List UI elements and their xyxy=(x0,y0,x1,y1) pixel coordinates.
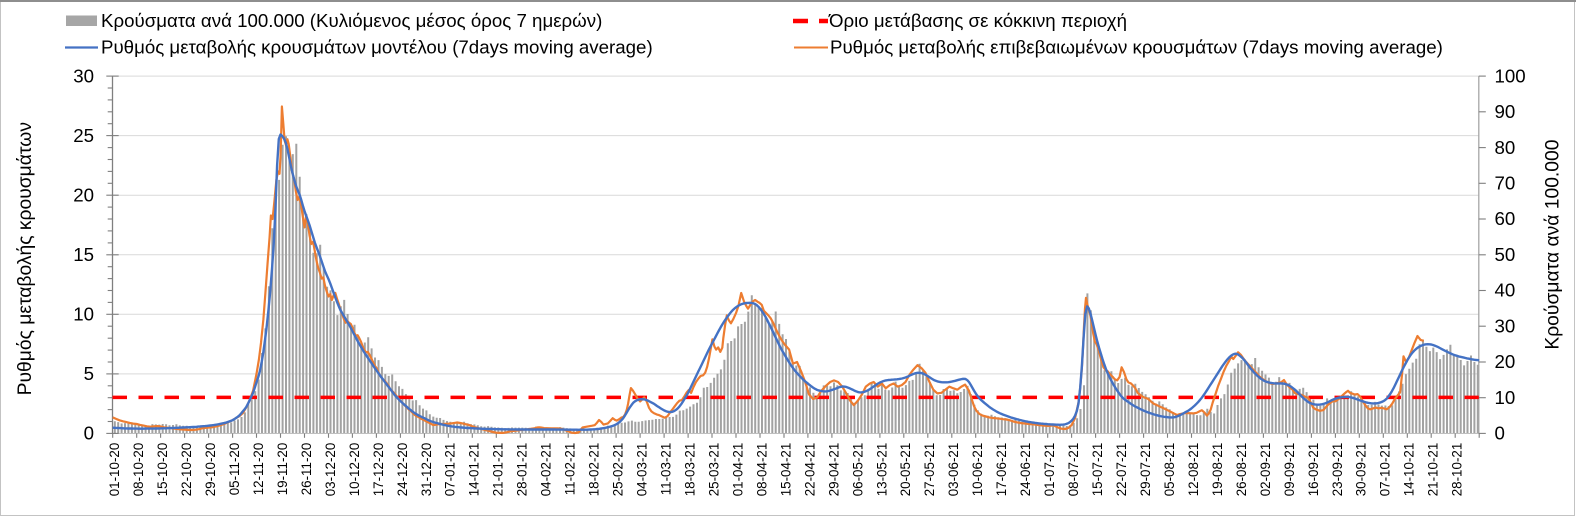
svg-text:27-05-21: 27-05-21 xyxy=(922,443,937,497)
svg-text:20-05-21: 20-05-21 xyxy=(898,443,913,497)
svg-text:15-07-21: 15-07-21 xyxy=(1090,443,1105,497)
svg-text:30-09-21: 30-09-21 xyxy=(1354,443,1369,497)
svg-text:01-04-21: 01-04-21 xyxy=(730,443,745,497)
svg-text:17-06-21: 17-06-21 xyxy=(994,443,1009,497)
svg-text:07-01-21: 07-01-21 xyxy=(443,443,458,497)
svg-text:08-07-21: 08-07-21 xyxy=(1066,443,1081,497)
svg-text:19-11-20: 19-11-20 xyxy=(275,443,290,496)
svg-text:18-02-21: 18-02-21 xyxy=(587,443,602,497)
svg-text:16-09-21: 16-09-21 xyxy=(1306,443,1321,497)
svg-text:10-12-20: 10-12-20 xyxy=(347,443,362,497)
svg-text:70: 70 xyxy=(1495,173,1516,194)
svg-text:28-01-21: 28-01-21 xyxy=(515,443,530,497)
svg-text:24-12-20: 24-12-20 xyxy=(395,443,410,497)
svg-text:09-09-21: 09-09-21 xyxy=(1282,443,1297,497)
svg-text:5: 5 xyxy=(84,363,94,384)
svg-text:17-12-20: 17-12-20 xyxy=(371,443,386,497)
svg-text:20: 20 xyxy=(73,184,94,205)
svg-text:22-10-20: 22-10-20 xyxy=(179,443,194,497)
svg-text:12-08-21: 12-08-21 xyxy=(1186,443,1201,497)
svg-text:11-03-21: 11-03-21 xyxy=(659,443,674,496)
svg-text:01-10-20: 01-10-20 xyxy=(107,443,122,497)
svg-text:0: 0 xyxy=(84,423,94,444)
svg-text:14-01-21: 14-01-21 xyxy=(467,443,482,497)
svg-text:90: 90 xyxy=(1495,101,1516,122)
svg-text:05-08-21: 05-08-21 xyxy=(1162,443,1177,497)
svg-text:30: 30 xyxy=(1495,315,1516,336)
svg-text:60: 60 xyxy=(1495,208,1516,229)
svg-text:100: 100 xyxy=(1495,65,1526,86)
svg-text:05-11-20: 05-11-20 xyxy=(227,443,242,496)
svg-text:24-06-21: 24-06-21 xyxy=(1018,443,1033,497)
svg-text:Ρυθμός μεταβολής κρουσμάτων μο: Ρυθμός μεταβολής κρουσμάτων μοντέλου (7d… xyxy=(101,37,653,58)
svg-text:19-08-21: 19-08-21 xyxy=(1210,443,1225,497)
svg-text:10: 10 xyxy=(73,304,94,325)
svg-text:22-04-21: 22-04-21 xyxy=(802,443,817,497)
svg-text:50: 50 xyxy=(1495,244,1516,265)
svg-text:12-11-20: 12-11-20 xyxy=(251,443,266,496)
svg-text:Κρούσματα ανά 100.000 (Κυλιόμε: Κρούσματα ανά 100.000 (Κυλιόμενος μέσος … xyxy=(101,10,602,31)
svg-text:31-12-20: 31-12-20 xyxy=(419,443,434,497)
svg-text:29-07-21: 29-07-21 xyxy=(1138,443,1153,497)
svg-text:01-07-21: 01-07-21 xyxy=(1042,443,1057,497)
svg-text:04-03-21: 04-03-21 xyxy=(635,443,650,497)
svg-text:14-10-21: 14-10-21 xyxy=(1402,443,1417,497)
svg-text:25-03-21: 25-03-21 xyxy=(706,443,721,497)
svg-text:03-06-21: 03-06-21 xyxy=(946,443,961,497)
svg-text:08-10-20: 08-10-20 xyxy=(131,443,146,497)
svg-text:29-04-21: 29-04-21 xyxy=(826,443,841,497)
svg-text:Ρυθμός μεταβολής επιβεβαιωμένω: Ρυθμός μεταβολής επιβεβαιωμένων κρουσμάτ… xyxy=(830,37,1443,58)
svg-text:07-10-21: 07-10-21 xyxy=(1378,443,1393,497)
svg-text:11-02-21: 11-02-21 xyxy=(563,443,578,496)
svg-text:25: 25 xyxy=(73,125,94,146)
svg-text:08-04-21: 08-04-21 xyxy=(754,443,769,497)
svg-text:25-02-21: 25-02-21 xyxy=(611,443,626,497)
svg-text:21-10-21: 21-10-21 xyxy=(1426,443,1441,497)
svg-text:15-04-21: 15-04-21 xyxy=(778,443,793,497)
svg-text:02-09-21: 02-09-21 xyxy=(1258,443,1273,497)
svg-text:23-09-21: 23-09-21 xyxy=(1330,443,1345,497)
svg-text:29-10-20: 29-10-20 xyxy=(203,443,218,497)
svg-text:10: 10 xyxy=(1495,387,1516,408)
svg-text:20: 20 xyxy=(1495,351,1516,372)
svg-text:Όριο μετάβασης σε κόκκινη περι: Όριο μετάβασης σε κόκκινη περιοχή xyxy=(828,10,1127,31)
svg-text:26-08-21: 26-08-21 xyxy=(1234,443,1249,497)
svg-text:30: 30 xyxy=(73,65,94,86)
svg-text:15-10-20: 15-10-20 xyxy=(155,443,170,497)
svg-text:04-02-21: 04-02-21 xyxy=(539,443,554,497)
svg-text:06-05-21: 06-05-21 xyxy=(850,443,865,497)
svg-text:0: 0 xyxy=(1495,423,1505,444)
svg-text:80: 80 xyxy=(1495,137,1516,158)
svg-text:13-05-21: 13-05-21 xyxy=(874,443,889,497)
svg-text:26-11-20: 26-11-20 xyxy=(299,443,314,496)
svg-text:03-12-20: 03-12-20 xyxy=(323,443,338,497)
svg-text:15: 15 xyxy=(73,244,94,265)
svg-text:21-01-21: 21-01-21 xyxy=(491,443,506,497)
svg-text:10-06-21: 10-06-21 xyxy=(970,443,985,497)
svg-text:Κρούσματα ανά 100.000: Κρούσματα ανά 100.000 xyxy=(1543,140,1564,350)
svg-text:Ρυθμός μεταβολής κρουσμάτων: Ρυθμός μεταβολής κρουσμάτων xyxy=(15,122,36,395)
svg-text:22-07-21: 22-07-21 xyxy=(1114,443,1129,497)
svg-text:40: 40 xyxy=(1495,280,1516,301)
svg-text:28-10-21: 28-10-21 xyxy=(1450,443,1465,497)
svg-text:18-03-21: 18-03-21 xyxy=(683,443,698,497)
